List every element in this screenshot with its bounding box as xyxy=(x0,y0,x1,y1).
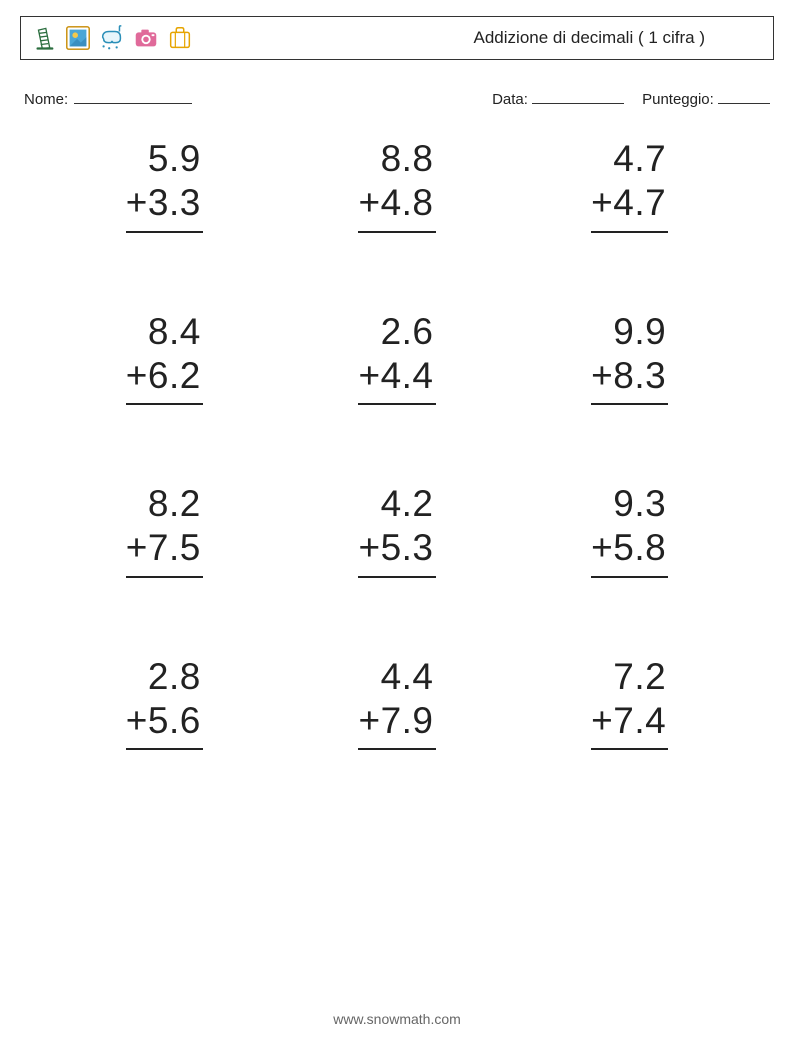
footer-url: www.snowmath.com xyxy=(0,1011,794,1027)
addend-bottom: +5.3 xyxy=(358,525,435,577)
addend-top: 2.8 xyxy=(126,654,203,700)
addend-bottom-value: 7.4 xyxy=(613,700,666,741)
problem: 4.4+7.9 xyxy=(358,654,435,751)
addend-bottom-value: 4.7 xyxy=(613,182,666,223)
date-score-group: Data: Punteggio: xyxy=(492,90,770,108)
problem: 4.7+4.7 xyxy=(591,136,668,233)
addend-top: 9.9 xyxy=(591,309,668,355)
camera-icon xyxy=(131,23,161,53)
operator: + xyxy=(126,182,148,223)
addend-top: 8.4 xyxy=(126,309,203,355)
problem-cell: 4.4+7.9 xyxy=(281,654,514,751)
operator: + xyxy=(358,182,380,223)
worksheet-title: Addizione di decimali ( 1 cifra ) xyxy=(474,28,765,48)
operator: + xyxy=(126,527,148,568)
worksheet-page: Addizione di decimali ( 1 cifra ) Nome: … xyxy=(0,0,794,1053)
addend-bottom-value: 5.6 xyxy=(148,700,201,741)
picture-icon xyxy=(63,23,93,53)
addend-bottom: +4.8 xyxy=(358,180,435,232)
header-box: Addizione di decimali ( 1 cifra ) xyxy=(20,16,774,60)
addend-bottom: +4.7 xyxy=(591,180,668,232)
addend-top: 5.9 xyxy=(126,136,203,182)
addend-bottom-value: 6.2 xyxy=(148,355,201,396)
operator: + xyxy=(358,700,380,741)
date-field-group: Data: xyxy=(492,90,624,108)
problem: 8.8+4.8 xyxy=(358,136,435,233)
problem: 9.9+8.3 xyxy=(591,309,668,406)
addend-top: 4.2 xyxy=(358,481,435,527)
addend-bottom: +7.5 xyxy=(126,525,203,577)
tower-icon xyxy=(29,23,59,53)
addend-bottom-value: 7.9 xyxy=(381,700,434,741)
problem: 8.2+7.5 xyxy=(126,481,203,578)
operator: + xyxy=(591,355,613,396)
problem-cell: 8.2+7.5 xyxy=(48,481,281,578)
problem-cell: 2.8+5.6 xyxy=(48,654,281,751)
operator: + xyxy=(591,182,613,223)
problem-cell: 9.3+5.8 xyxy=(513,481,746,578)
addend-bottom-value: 5.3 xyxy=(381,527,434,568)
operator: + xyxy=(591,700,613,741)
addend-top: 8.8 xyxy=(358,136,435,182)
problem-cell: 2.6+4.4 xyxy=(281,309,514,406)
operator: + xyxy=(358,527,380,568)
problem: 7.2+7.4 xyxy=(591,654,668,751)
addend-top: 9.3 xyxy=(591,481,668,527)
problem: 4.2+5.3 xyxy=(358,481,435,578)
addend-bottom-value: 4.4 xyxy=(381,355,434,396)
addend-bottom: +7.9 xyxy=(358,698,435,750)
addend-bottom: +3.3 xyxy=(126,180,203,232)
name-label: Nome: xyxy=(24,91,68,108)
name-field-group: Nome: xyxy=(24,90,192,108)
problems-grid: 5.9+3.38.8+4.84.7+4.78.4+6.22.6+4.49.9+8… xyxy=(20,136,774,750)
name-blank[interactable] xyxy=(74,90,192,104)
score-blank[interactable] xyxy=(718,90,770,104)
problem-cell: 7.2+7.4 xyxy=(513,654,746,751)
addend-bottom: +7.4 xyxy=(591,698,668,750)
operator: + xyxy=(358,355,380,396)
addend-top: 4.4 xyxy=(358,654,435,700)
addend-bottom-value: 7.5 xyxy=(148,527,201,568)
addend-bottom: +5.6 xyxy=(126,698,203,750)
problem-cell: 5.9+3.3 xyxy=(48,136,281,233)
score-field-group: Punteggio: xyxy=(642,90,770,108)
operator: + xyxy=(126,700,148,741)
problem: 2.8+5.6 xyxy=(126,654,203,751)
problem: 9.3+5.8 xyxy=(591,481,668,578)
score-label: Punteggio: xyxy=(642,91,714,108)
addend-top: 4.7 xyxy=(591,136,668,182)
addend-bottom: +6.2 xyxy=(126,353,203,405)
problem: 5.9+3.3 xyxy=(126,136,203,233)
addend-bottom-value: 8.3 xyxy=(613,355,666,396)
addend-bottom: +5.8 xyxy=(591,525,668,577)
header-icon-row xyxy=(29,23,195,53)
addend-bottom: +4.4 xyxy=(358,353,435,405)
snorkel-icon xyxy=(97,23,127,53)
problem-cell: 8.8+4.8 xyxy=(281,136,514,233)
date-label: Data: xyxy=(492,91,528,108)
operator: + xyxy=(126,355,148,396)
addend-top: 7.2 xyxy=(591,654,668,700)
addend-bottom: +8.3 xyxy=(591,353,668,405)
problem-cell: 4.7+4.7 xyxy=(513,136,746,233)
problem-cell: 4.2+5.3 xyxy=(281,481,514,578)
date-blank[interactable] xyxy=(532,90,624,104)
problem-cell: 8.4+6.2 xyxy=(48,309,281,406)
info-row: Nome: Data: Punteggio: xyxy=(20,90,774,108)
addend-top: 2.6 xyxy=(358,309,435,355)
addend-bottom-value: 4.8 xyxy=(381,182,434,223)
problem: 8.4+6.2 xyxy=(126,309,203,406)
addend-top: 8.2 xyxy=(126,481,203,527)
problem: 2.6+4.4 xyxy=(358,309,435,406)
problem-cell: 9.9+8.3 xyxy=(513,309,746,406)
addend-bottom-value: 5.8 xyxy=(613,527,666,568)
suitcase-icon xyxy=(165,23,195,53)
operator: + xyxy=(591,527,613,568)
addend-bottom-value: 3.3 xyxy=(148,182,201,223)
